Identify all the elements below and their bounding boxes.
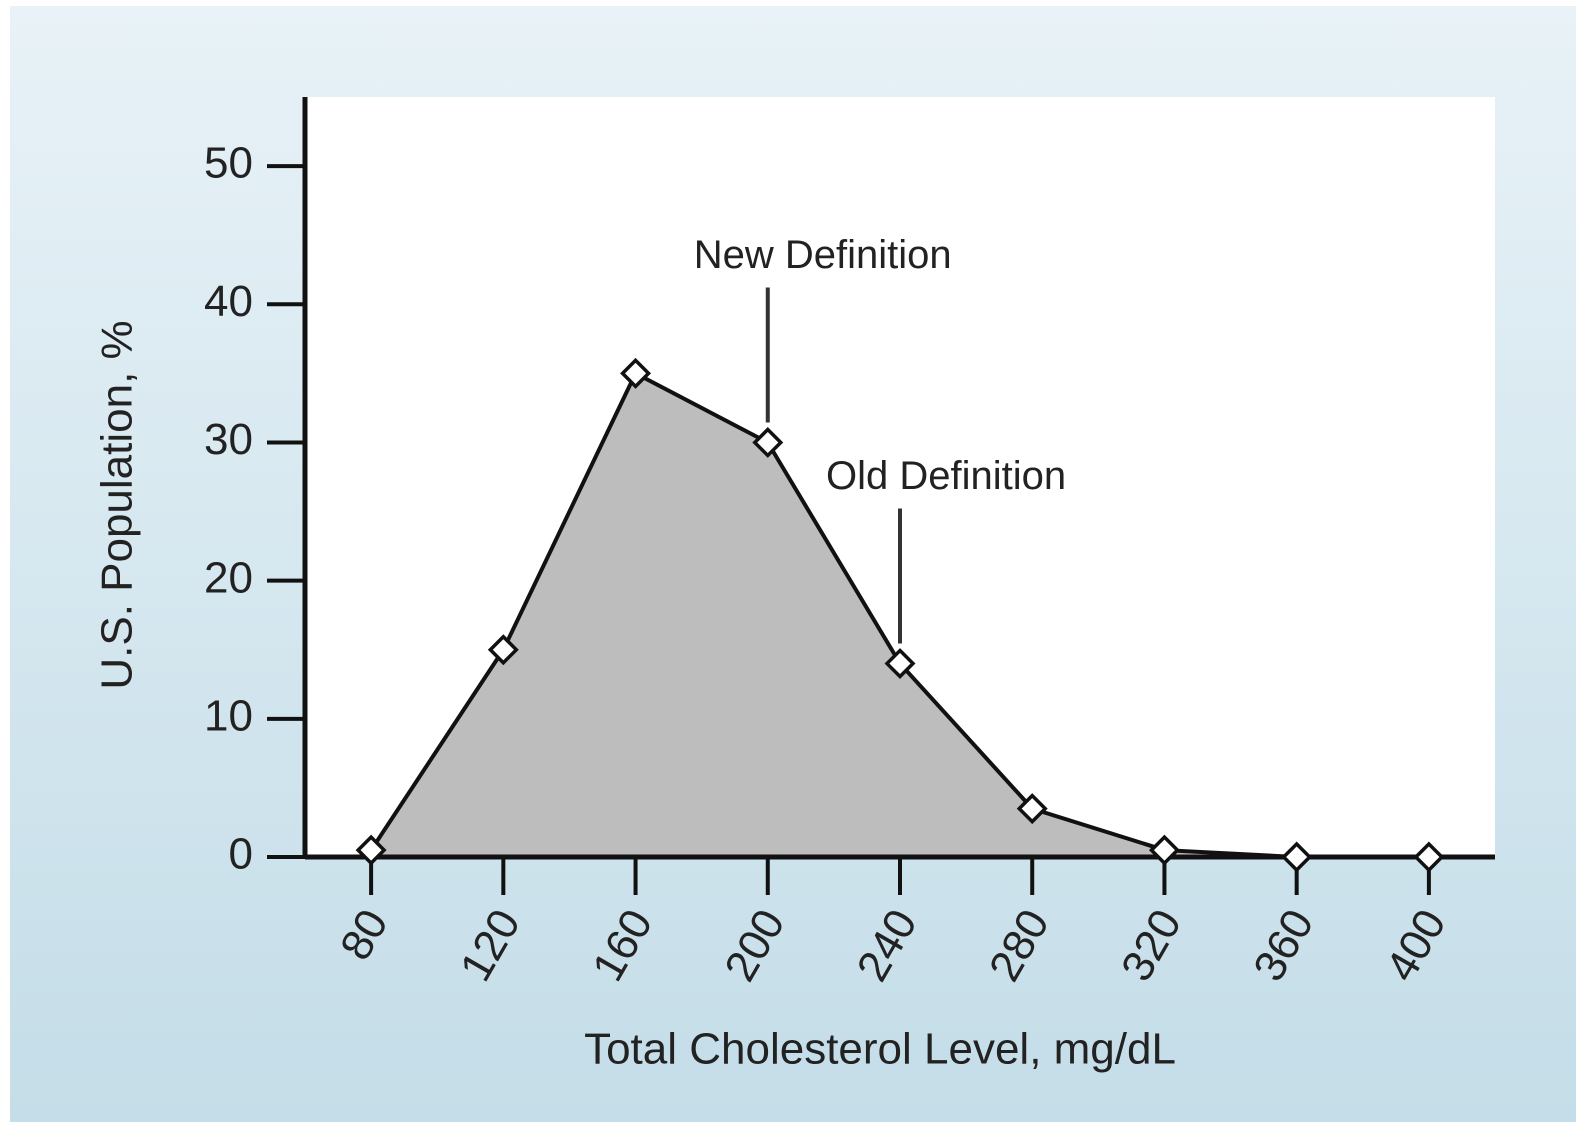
marker — [1148, 834, 1180, 866]
y-axis-label: U.S. Population, % — [93, 320, 142, 689]
marker — [1413, 841, 1445, 873]
marker — [1281, 841, 1313, 873]
y-tick-label: 40 — [204, 277, 253, 326]
annotation-label: New Definition — [694, 233, 952, 277]
y-tick-label: 10 — [204, 691, 253, 740]
annotation-label: Old Definition — [826, 454, 1066, 498]
marker — [884, 648, 916, 680]
marker — [620, 357, 652, 389]
marker — [355, 834, 387, 866]
area — [371, 373, 1429, 857]
x-axis-label: Total Cholesterol Level, mg/dL — [584, 1025, 1176, 1074]
y-tick-label: 30 — [204, 415, 253, 464]
marker — [487, 634, 519, 666]
y-tick-label: 50 — [204, 139, 253, 188]
marker — [1016, 793, 1048, 825]
marker — [752, 426, 784, 458]
y-tick-label: 20 — [204, 553, 253, 602]
y-tick-label: 0 — [229, 830, 253, 879]
